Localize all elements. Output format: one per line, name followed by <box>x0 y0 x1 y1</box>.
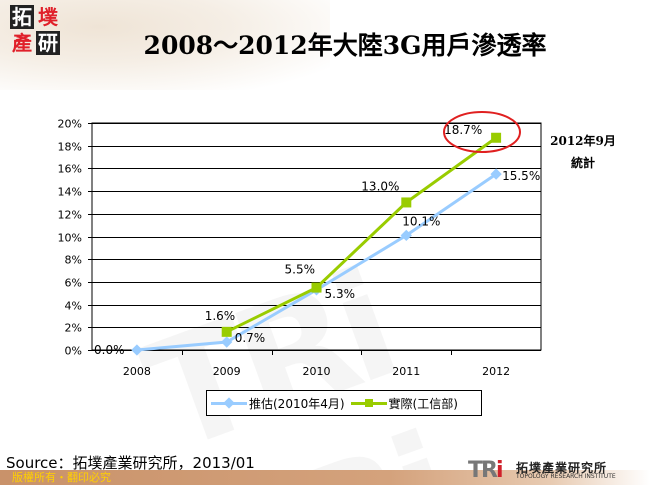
x-tick-label: 2008 <box>123 365 151 378</box>
y-tick-label: 6% <box>65 277 82 290</box>
chart-gridlines <box>88 122 542 351</box>
series-line <box>136 172 497 352</box>
y-tick-label: 10% <box>58 232 82 245</box>
tri-logo-english: TOPOLOGY RESEARCH INSTITUTE <box>516 473 616 480</box>
data-labels: 0.0% 0.7% 5.3% 10.1% 15.5% 1.6% 5.5% 13.0% 18.7% <box>94 123 540 357</box>
copyright-text: 版權所有・翻印必究 <box>12 471 111 484</box>
annotation-line1: 2012年9月 <box>550 134 616 148</box>
square-marker-icon <box>350 398 387 408</box>
footer-bar: 版權所有・翻印必究 <box>0 470 650 485</box>
y-tick-label: 20% <box>58 118 82 131</box>
y-tick-label: 4% <box>65 300 82 313</box>
y-tick-label: 0% <box>65 345 82 358</box>
y-tick-label: 16% <box>58 163 82 176</box>
data-label: 10.1% <box>402 214 440 228</box>
chart-annotation: 2012年9月 統計 <box>548 130 618 174</box>
y-tick-label: 8% <box>65 254 82 267</box>
data-label: 15.5% <box>502 169 540 183</box>
chart-legend: 推估(2010年4月) 實際(工信部) <box>206 390 482 416</box>
logo-char: 研 <box>36 31 60 55</box>
logo-char: 墣 <box>38 5 58 29</box>
tri-corner-logo: 拓 墣 產 研 <box>10 5 62 57</box>
diamond-marker-icon <box>211 397 247 409</box>
diamond-marker-icon <box>490 168 502 180</box>
data-label: 1.6% <box>205 309 236 323</box>
x-tick-label: 2009 <box>213 365 241 378</box>
logo-char: 產 <box>12 31 32 55</box>
y-tick-label: 12% <box>58 209 82 222</box>
square-marker-icon <box>311 282 322 293</box>
square-marker-icon <box>491 132 502 143</box>
highlight-circle <box>443 111 521 153</box>
y-tick-label: 14% <box>58 186 82 199</box>
page-title: 2008～2012年大陸3G用戶滲透率 <box>143 31 547 60</box>
tri-footer-logo: TRi 拓墣產業研究所 TOPOLOGY RESEARCH INSTITUTE <box>468 458 648 484</box>
x-axis-ticks: 2008 2009 2010 2011 2012 <box>123 350 510 378</box>
legend-item-estimate: 推估(2010年4月) <box>211 395 345 412</box>
square-marker-icon <box>221 326 232 337</box>
legend-label: 推估(2010年4月) <box>249 396 345 411</box>
legend-label: 實際(工信部) <box>388 396 458 411</box>
data-label: 0.0% <box>94 343 125 357</box>
logo-char: 拓 <box>10 5 34 29</box>
x-tick-label: 2012 <box>482 365 510 378</box>
diamond-marker-icon <box>221 336 233 348</box>
y-tick-label: 2% <box>65 322 82 335</box>
diamond-marker-icon <box>400 229 412 242</box>
plot-area <box>91 122 542 351</box>
x-tick-label: 2010 <box>303 365 331 378</box>
data-label: 5.3% <box>325 287 356 301</box>
x-tick-label: 2011 <box>392 365 420 378</box>
annotation-line2: 統計 <box>570 156 595 170</box>
square-marker-icon <box>401 197 412 208</box>
legend-item-actual: 實際(工信部) <box>350 395 458 412</box>
chart-series <box>131 132 502 356</box>
y-axis-ticks: 0% 2% 4% 6% 8% 10% 12% 14% 16% 18% 20% <box>58 118 82 358</box>
y-tick-label: 18% <box>58 141 82 154</box>
data-label: 18.7% <box>444 123 482 137</box>
tri-logo-mark: TRi <box>468 458 503 483</box>
data-label: 0.7% <box>235 331 266 345</box>
data-label: 13.0% <box>361 179 399 193</box>
tri-logo-chinese: 拓墣產業研究所 <box>516 461 608 475</box>
source-text: Source：拓墣產業研究所，2013/01 <box>6 454 255 472</box>
diamond-marker-icon <box>131 344 143 356</box>
series-line <box>226 136 497 334</box>
data-label: 5.5% <box>285 263 316 277</box>
